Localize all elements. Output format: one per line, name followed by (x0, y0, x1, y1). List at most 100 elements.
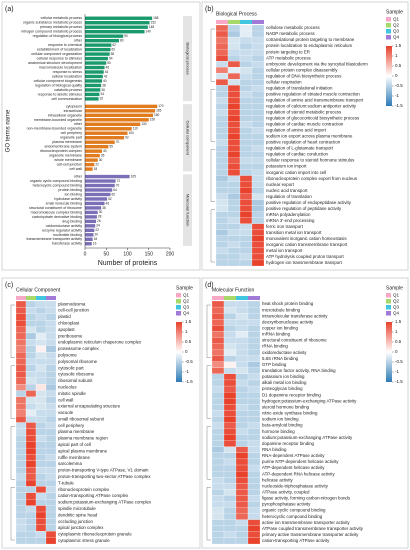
value-label: 24 (96, 224, 100, 228)
row-label: 5.8S rRNA binding (262, 356, 299, 361)
row-label: translation factor activity, RNA binding (262, 368, 336, 373)
heatmap-cell (15, 505, 27, 513)
panel-border (201, 277, 409, 549)
value-label: 22 (95, 228, 99, 232)
dendrogram (206, 487, 211, 541)
colorbar-label: -1.5 (395, 103, 403, 108)
heatmap-cell (223, 361, 237, 368)
heatmap-cell (251, 115, 265, 122)
heatmap-cell (35, 403, 47, 410)
heatmap-cell (235, 343, 249, 350)
heatmap-cell (35, 339, 47, 346)
heatmap-cell (215, 42, 229, 50)
heatmap-cell (227, 175, 241, 182)
colorbar-label: 0.5 (185, 339, 192, 344)
heatmap-cell (211, 392, 225, 399)
heatmap-cell (227, 85, 241, 92)
heatmap-cell (235, 355, 249, 362)
bar (85, 210, 98, 215)
heatmap-cell (235, 428, 249, 435)
heatmap-cell (211, 531, 225, 539)
colorbar-label: -1 (185, 369, 189, 374)
heatmap-cell (15, 454, 27, 461)
heatmap-cell (45, 320, 57, 327)
heatmap-cell (239, 259, 253, 267)
heatmap-cell (247, 385, 261, 393)
x-tick-label: 100 (123, 251, 132, 257)
heatmap-cell (215, 79, 229, 86)
heatmap-cell (25, 499, 37, 506)
heatmap-cell (239, 109, 253, 116)
heatmap-cell (15, 409, 27, 417)
group-label: Biological process (185, 42, 190, 74)
bar (85, 118, 149, 122)
heatmap-cell (223, 458, 237, 466)
heatmap-cell (227, 97, 241, 104)
heatmap-cell (235, 361, 249, 368)
heatmap-cell (227, 199, 241, 206)
row-label: proton-transporting V-type ATPase, V1 do… (58, 468, 149, 473)
heatmap-cell (15, 345, 27, 353)
heatmap-cell (15, 537, 27, 545)
heatmap-cell (25, 524, 37, 532)
bar (85, 162, 95, 167)
colorbar-label: -0.5 (395, 359, 403, 364)
heatmap-cell (45, 396, 57, 404)
heatmap-cell (227, 73, 241, 80)
row-label: apical junction complex (58, 525, 104, 530)
row-label: endoplasmic reticulum chaperone complex (58, 340, 142, 345)
heatmap-cell (211, 434, 225, 441)
heatmap-cell (35, 492, 47, 500)
bar (85, 70, 104, 74)
category-label: cellular component organization (31, 52, 82, 56)
heatmap-cell (223, 501, 237, 508)
dendrogram (10, 487, 15, 541)
heatmap-cell (239, 115, 253, 122)
heatmap-cell (223, 477, 237, 484)
heatmap-cell (215, 121, 229, 128)
heatmap-cell (227, 247, 241, 255)
row-label: nucleolus (58, 384, 77, 389)
bar (85, 88, 101, 92)
heatmap-cell (223, 531, 237, 539)
heatmap-cell (45, 428, 57, 436)
heatmap-cell (239, 97, 253, 104)
heatmap-cell (239, 235, 253, 243)
row-label: steroid hormone binding (262, 404, 310, 409)
heatmap-cell (215, 145, 229, 152)
heatmap-cell (227, 223, 241, 230)
bar (85, 65, 105, 70)
heatmap-cell (239, 151, 253, 158)
heatmap-cell (251, 199, 265, 206)
heatmap-cell (15, 364, 27, 372)
legend-label: Q3 (393, 304, 400, 309)
category-label: non-membrane-bounded organelle (27, 127, 82, 131)
value-label: 90 (124, 34, 128, 38)
heatmap-cell (223, 519, 237, 526)
row-label: NADP metabolic process (266, 31, 316, 36)
heatmap-cell (235, 507, 249, 514)
heatmap-cell (25, 364, 37, 372)
heatmap-cell (45, 352, 57, 359)
category-label: cellular metabolic process (41, 16, 83, 20)
legend-label: Q4 (393, 310, 400, 315)
heatmap-cell (211, 349, 225, 356)
row-label: cytoplasmic stress granule (58, 538, 110, 543)
heatmap-cell (223, 392, 237, 399)
heatmap-cell (239, 163, 253, 170)
category-label: cell wall (69, 167, 82, 171)
row-label: proteoglycan binding (262, 386, 303, 391)
row-label: cytosolic ribosome (58, 372, 95, 377)
heatmap-cell (251, 67, 265, 74)
heatmap-cell (227, 181, 241, 188)
heatmap-cell (227, 193, 241, 200)
heatmap-cell (247, 404, 261, 411)
heatmap-cell (15, 320, 27, 327)
heatmap-cell (35, 345, 47, 353)
bar (85, 201, 105, 206)
heatmap-cell (223, 537, 237, 545)
heatmap-cell (15, 416, 27, 423)
heatmap-cell (25, 345, 37, 353)
heatmap-cell (215, 103, 229, 110)
